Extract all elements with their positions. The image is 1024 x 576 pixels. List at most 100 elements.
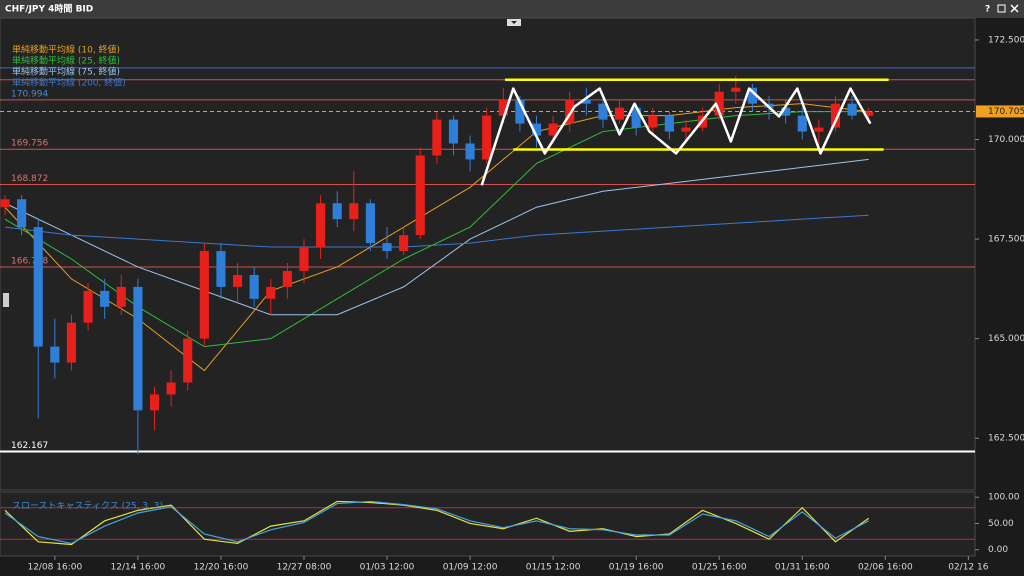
candle-body bbox=[714, 91, 724, 116]
candle-body bbox=[299, 247, 309, 271]
y-tick-label: 165.000 bbox=[988, 334, 1024, 344]
y-tick-label: 162.500 bbox=[988, 434, 1024, 444]
candle-body bbox=[83, 290, 93, 323]
candle-body bbox=[332, 203, 342, 220]
candle-body bbox=[515, 99, 525, 124]
candle-body bbox=[548, 123, 558, 136]
moving-average-line bbox=[4, 158, 869, 316]
x-tick-label: 12/08 16:00 bbox=[27, 563, 82, 573]
last-price-label: 170.705 bbox=[988, 107, 1024, 117]
candle-body bbox=[648, 115, 658, 128]
candle-body bbox=[232, 274, 243, 287]
candle-body bbox=[747, 87, 758, 104]
candle-body bbox=[531, 123, 542, 136]
close-button[interactable] bbox=[1010, 4, 1019, 13]
candle-body bbox=[66, 322, 77, 363]
y-tick-label: 167.500 bbox=[988, 235, 1024, 245]
x-tick-label: 12/14 16:00 bbox=[111, 563, 166, 573]
title-bar bbox=[0, 0, 1024, 18]
candle-body bbox=[814, 127, 824, 132]
stochastic-title: スローストキャスティクス (25, 3, 3) bbox=[12, 501, 163, 512]
candle-body bbox=[0, 199, 10, 208]
candle-body bbox=[581, 99, 591, 104]
x-tick-label: 01/09 12:00 bbox=[443, 563, 498, 573]
last-price-tag bbox=[976, 105, 1024, 118]
zigzag-line bbox=[480, 87, 872, 186]
level-label: 170.994 bbox=[11, 89, 48, 99]
stochastic-line bbox=[4, 500, 869, 545]
candle-body bbox=[365, 203, 375, 244]
candle-body bbox=[781, 107, 791, 116]
candle-body bbox=[498, 99, 508, 116]
candle-body bbox=[149, 394, 160, 411]
level-label: 166.798 bbox=[11, 257, 48, 267]
candle-body bbox=[349, 203, 359, 220]
candle-body bbox=[33, 227, 43, 347]
x-tick-label: 01/31 16:00 bbox=[775, 563, 830, 573]
legend-entry: 単純移動平均線 (25, 終値) bbox=[12, 55, 120, 67]
x-tick-label: 01/15 12:00 bbox=[526, 563, 581, 573]
candle-body bbox=[830, 103, 841, 128]
candle-body bbox=[133, 286, 143, 411]
candle-body bbox=[382, 243, 392, 252]
candle-body bbox=[266, 286, 276, 299]
x-tick-label: 02/06 16:00 bbox=[858, 563, 913, 573]
candle-body bbox=[100, 290, 110, 307]
candle-body bbox=[565, 99, 575, 124]
x-tick-label: 01/25 16:00 bbox=[692, 563, 747, 573]
y-tick-label: 100.00 bbox=[988, 493, 1020, 503]
candle-body bbox=[482, 115, 492, 160]
price-panel bbox=[0, 17, 976, 491]
candle-body bbox=[399, 235, 409, 252]
candle-body bbox=[183, 338, 193, 383]
candle-body bbox=[282, 270, 292, 287]
candle-body bbox=[17, 199, 27, 228]
maximize-button[interactable] bbox=[997, 4, 1006, 13]
candle-body bbox=[199, 251, 209, 339]
candle-body bbox=[249, 274, 259, 299]
candle-body bbox=[598, 103, 608, 120]
candle-body bbox=[166, 382, 176, 395]
plot-layer: 170.994 169.756 168.872 166.798 162.167 単純移動平… bbox=[0, 35, 1024, 573]
candle-body bbox=[448, 119, 459, 144]
level-label: 169.756 bbox=[11, 139, 48, 149]
candle-body bbox=[664, 115, 674, 132]
y-tick-label: 170.000 bbox=[988, 135, 1024, 145]
candle-body bbox=[216, 251, 226, 287]
moving-average-line bbox=[4, 103, 869, 372]
candle-body bbox=[50, 346, 60, 363]
level-label: 168.872 bbox=[11, 174, 48, 184]
legend-entry: 単純移動平均線 (10, 終値) bbox=[12, 44, 120, 56]
candle-body bbox=[864, 111, 874, 116]
candle-body bbox=[415, 155, 425, 236]
candle-body bbox=[465, 143, 475, 160]
x-tick-label: 02/12 16 bbox=[948, 563, 989, 573]
x-tick-label: 01/19 16:00 bbox=[609, 563, 664, 573]
collapse-icon bbox=[511, 21, 517, 24]
candle-body bbox=[797, 115, 807, 132]
x-tick-label: 12/20 16:00 bbox=[194, 563, 249, 573]
candle-body bbox=[116, 286, 126, 307]
y-tick-label: 0.00 bbox=[988, 545, 1008, 555]
legend-entry: 単純移動平均線 (200, 終値) bbox=[12, 77, 126, 89]
candle-body bbox=[847, 103, 857, 116]
candle-body bbox=[316, 203, 326, 248]
x-tick-label: 12/27 08:00 bbox=[277, 563, 332, 573]
candle-body bbox=[731, 87, 741, 92]
level-label: 162.167 bbox=[11, 441, 48, 451]
x-tick-label: 01/03 12:00 bbox=[360, 563, 415, 573]
y-tick-label: 172.500 bbox=[988, 35, 1024, 45]
legend-entry: 単純移動平均線 (75, 終値) bbox=[12, 66, 120, 78]
candle-body bbox=[432, 119, 442, 156]
candle-body bbox=[681, 127, 691, 132]
window-title: CHF/JPY 4時間 BID bbox=[5, 3, 93, 15]
help-button[interactable]: ? bbox=[985, 5, 990, 15]
moving-average-line bbox=[4, 111, 869, 348]
candle-body bbox=[614, 107, 625, 120]
moving-average-line bbox=[4, 214, 869, 248]
y-tick-label: 50.00 bbox=[988, 519, 1014, 529]
candle-body bbox=[631, 107, 641, 128]
side-handle[interactable] bbox=[3, 293, 9, 307]
